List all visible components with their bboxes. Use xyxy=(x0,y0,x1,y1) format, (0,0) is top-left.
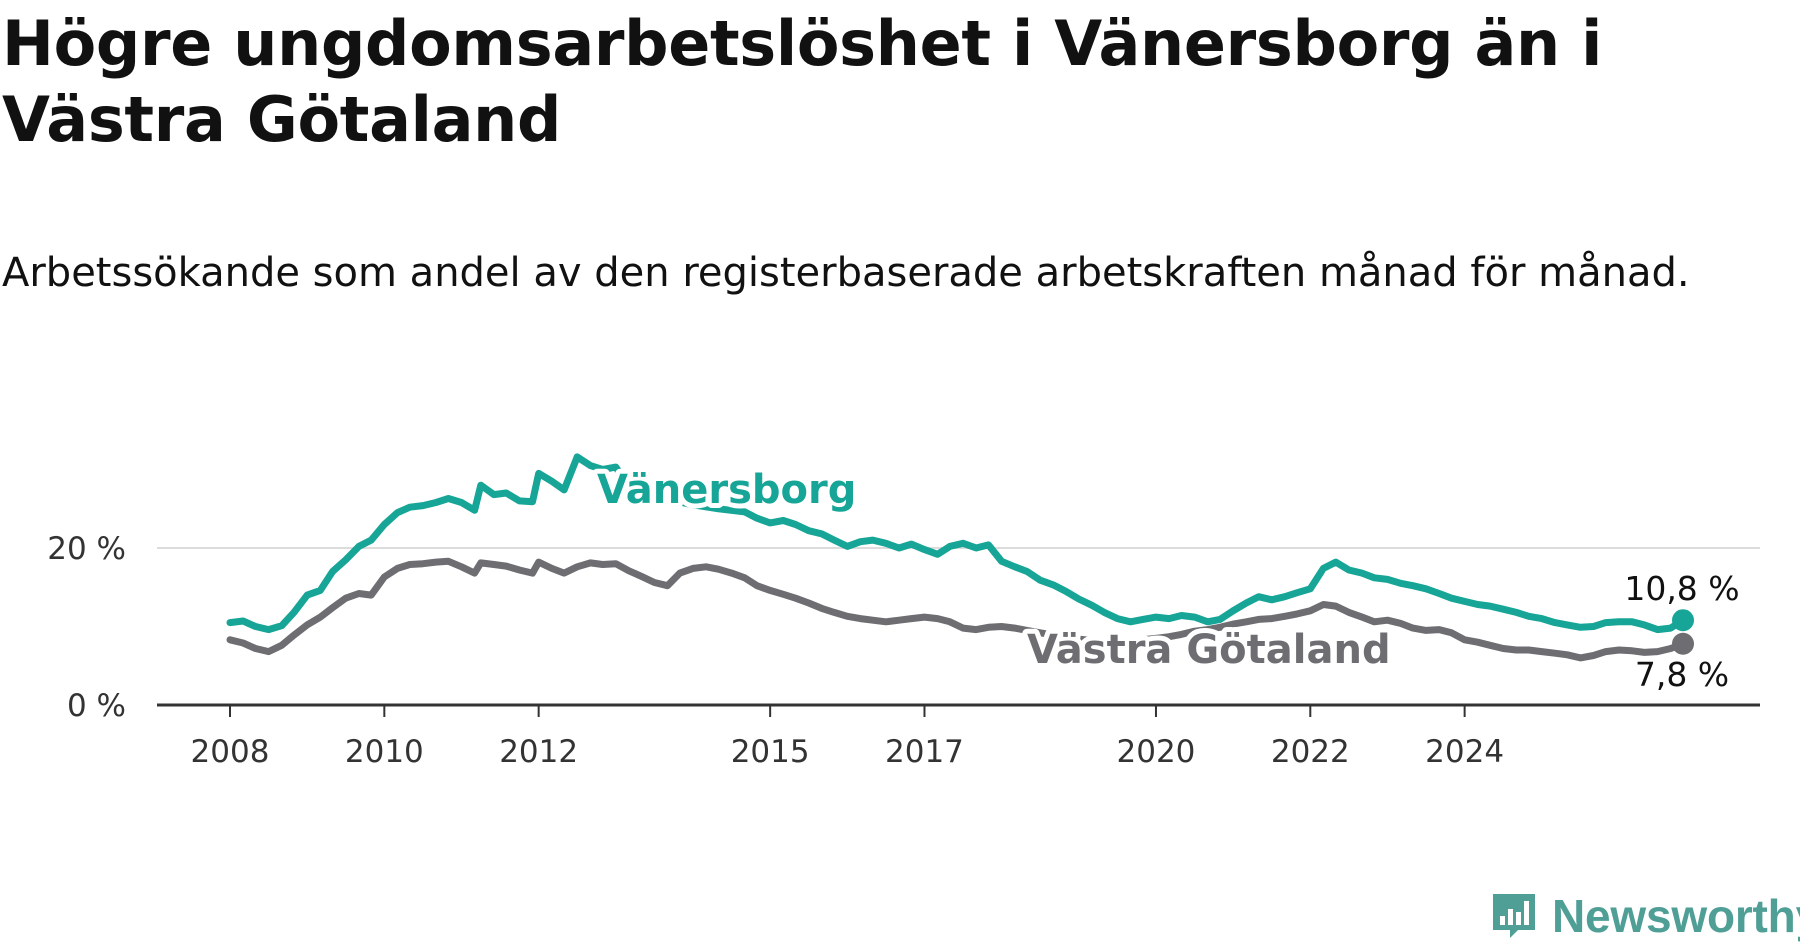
series-end-marker-1 xyxy=(1672,632,1694,655)
series-label-1: Västra Götaland xyxy=(1027,627,1391,673)
label-layer: Vänersborg Västra Götaland 10,8 % 7,8 % xyxy=(592,462,1743,697)
series-line-0 xyxy=(226,453,1687,634)
x-tick-label-1: 2010 xyxy=(345,734,424,770)
x-tick-label-2: 2012 xyxy=(499,734,578,770)
end-value-label-1: 7,8 % xyxy=(1635,655,1729,694)
bar-chart-icon xyxy=(1493,894,1535,938)
x-tick-label-6: 2022 xyxy=(1271,734,1350,770)
series-layer xyxy=(226,453,1694,662)
page-title: Högre ungdomsarbetslöshet i Vänersborg ä… xyxy=(2,7,1603,156)
x-tick-label-0: 2008 xyxy=(191,734,270,770)
series-end-marker-0 xyxy=(1672,609,1694,632)
page-subtitle: Arbetssökande som andel av den registerb… xyxy=(2,250,1690,296)
newsworthy-logo: Newsworthy xyxy=(1490,885,1800,947)
x-tick-label-5: 2020 xyxy=(1117,734,1196,770)
series-line-1 xyxy=(226,557,1687,662)
x-tick-label-7: 2024 xyxy=(1425,734,1504,770)
series-label-0: Vänersborg xyxy=(597,467,856,513)
end-value-label-0: 10,8 % xyxy=(1624,569,1739,608)
brand-name: Newsworthy xyxy=(1552,890,1800,942)
axis-layer: 0 % 20 % 2008 2010 2012 2015 2017 2020 2022 2024 xyxy=(47,531,1760,770)
x-tick-label-3: 2015 xyxy=(731,734,810,770)
x-tick-label-4: 2017 xyxy=(885,734,964,770)
y-tick-label-1: 20 % xyxy=(47,531,126,567)
y-tick-label-0: 0 % xyxy=(67,688,126,724)
